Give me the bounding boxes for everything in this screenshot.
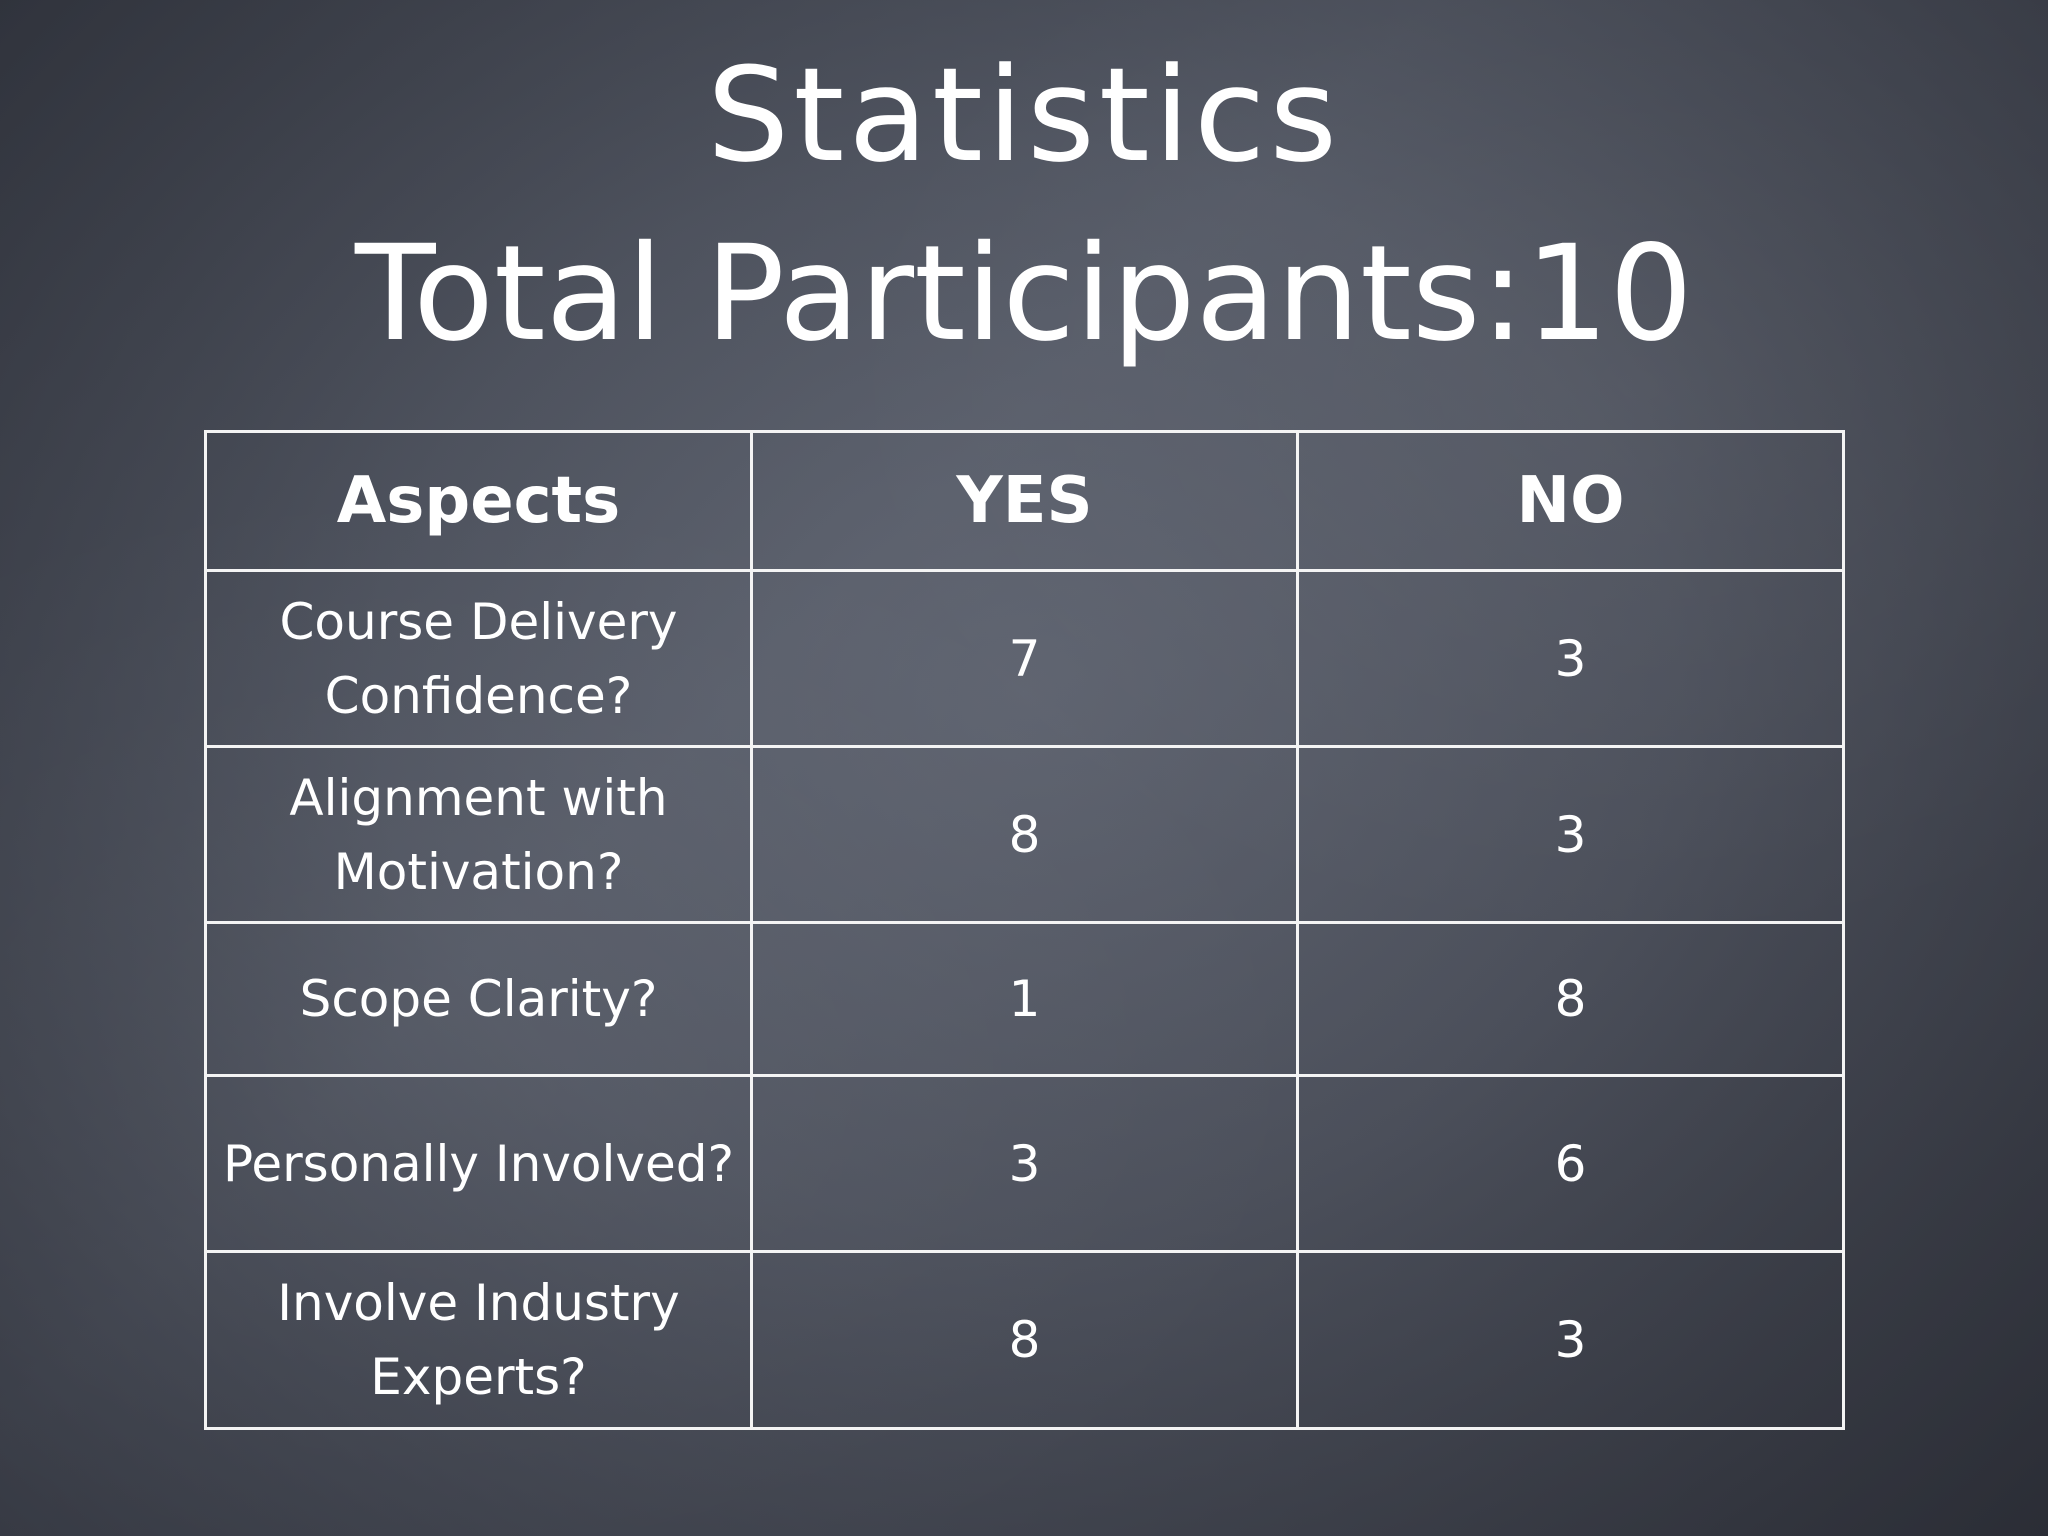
aspect-cell: Alignment with Motivation? <box>204 745 753 924</box>
no-cell: 3 <box>1296 1250 1845 1430</box>
no-cell: 3 <box>1296 745 1845 924</box>
yes-cell: 8 <box>750 745 1299 924</box>
table-row: Alignment with Motivation? 8 3 <box>204 745 1845 924</box>
slide-subtitle: Total Participants:10 <box>354 217 1694 371</box>
yes-cell: 3 <box>750 1074 1299 1253</box>
header-no: NO <box>1296 430 1845 572</box>
table-header-row: Aspects YES NO <box>204 430 1845 572</box>
yes-cell: 7 <box>750 569 1299 748</box>
table-row: Scope Clarity? 1 8 <box>204 921 1845 1077</box>
aspect-cell: Scope Clarity? <box>204 921 753 1077</box>
header-aspects: Aspects <box>204 430 753 572</box>
header-yes: YES <box>750 430 1299 572</box>
yes-cell: 8 <box>750 1250 1299 1430</box>
aspect-cell: Involve Industry Experts? <box>204 1250 753 1430</box>
aspect-cell: Course Delivery Confidence? <box>204 569 753 748</box>
statistics-table: Aspects YES NO Course Delivery Confidenc… <box>204 430 1845 1430</box>
no-cell: 8 <box>1296 921 1845 1077</box>
no-cell: 3 <box>1296 569 1845 748</box>
table-row: Personally Involved? 3 6 <box>204 1074 1845 1253</box>
yes-cell: 1 <box>750 921 1299 1077</box>
table-row: Course Delivery Confidence? 7 3 <box>204 569 1845 748</box>
no-cell: 6 <box>1296 1074 1845 1253</box>
statistics-table-container: Aspects YES NO Course Delivery Confidenc… <box>204 430 1845 1430</box>
table-row: Involve Industry Experts? 8 3 <box>204 1250 1845 1430</box>
slide-title: Statistics <box>706 39 1342 191</box>
aspect-cell: Personally Involved? <box>204 1074 753 1253</box>
